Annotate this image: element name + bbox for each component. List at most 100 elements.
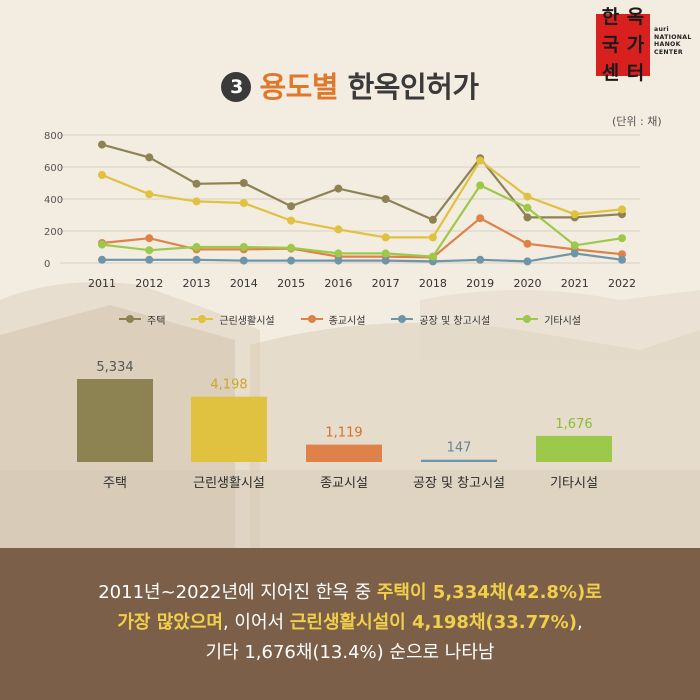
data-point [145, 190, 154, 199]
summary-text: 2011년~2022년에 지어진 한옥 중 주택이 5,334채(42.8%)로… [0, 578, 700, 668]
series-line [101, 158, 623, 239]
y-tick-label: 600 [44, 163, 63, 174]
legend-item: 종교시설 [300, 309, 366, 329]
x-tick-label: 2013 [183, 277, 211, 290]
y-tick-label: 400 [44, 195, 63, 206]
bar [306, 444, 382, 462]
page-title: 3 용도별 한옥인허가 [0, 64, 700, 106]
summary-text-part: , 이어서 [222, 612, 290, 633]
data-point [287, 216, 296, 225]
logo-line: HANOK [654, 41, 681, 48]
data-point [570, 241, 579, 250]
data-point [570, 249, 579, 258]
legend-label: 근린생활시설 [219, 315, 275, 327]
logo-line: CENTER [654, 48, 683, 56]
data-point [192, 243, 201, 251]
data-point [381, 233, 390, 242]
chart-legend: 주택 근린생활시설 종교시설 공장 및 창고시설 기타시설 [0, 309, 700, 329]
data-point [428, 233, 437, 242]
data-point [287, 243, 296, 252]
logo-char: 센 [601, 62, 620, 84]
data-point [145, 153, 154, 162]
bar-category-label: 공장 및 창고시설 [413, 476, 505, 491]
logo-line: auri [654, 26, 669, 33]
data-point [239, 243, 248, 251]
data-point [334, 184, 343, 193]
series-line [101, 143, 623, 222]
data-point [618, 205, 626, 214]
summary-line-1: 2011년~2022년에 지어진 한옥 중 주택이 5,334채(42.8%)로 [0, 578, 700, 608]
x-tick-label: 2017 [372, 277, 400, 290]
logo-char: 가 [626, 34, 645, 56]
data-point [98, 171, 106, 179]
x-tick-label: 2021 [561, 277, 589, 290]
data-point [523, 257, 532, 266]
logo-char: 터 [626, 62, 645, 84]
y-tick-label: 800 [44, 131, 63, 142]
section-number-badge: 3 [221, 72, 252, 102]
logo-char: 국 [601, 34, 620, 56]
series-line [102, 252, 623, 263]
data-point [476, 156, 485, 165]
bar [191, 396, 267, 462]
title-accent: 용도별 [259, 70, 339, 104]
bar [421, 459, 497, 462]
bar [536, 435, 612, 462]
x-tick-label: 2022 [608, 277, 636, 290]
hanok-roof-background [0, 282, 700, 548]
legend-item: 주택 [119, 309, 165, 329]
bar-category-label: 종교시설 [320, 476, 368, 491]
data-point [287, 202, 296, 211]
x-tick-label: 2014 [230, 277, 258, 290]
bar-chart: 5,334 주택 4,198 근린생활시설 1,119 종교시설 147 공장 및 창고시설 1… [77, 360, 612, 491]
data-point [334, 249, 343, 258]
x-tick-label: 2016 [324, 277, 352, 290]
title-text: 한옥인허가 [347, 70, 479, 104]
data-point [523, 203, 532, 212]
data-point [381, 195, 390, 203]
data-point [618, 234, 626, 243]
data-point [523, 213, 532, 222]
y-tick-label: 0 [44, 259, 50, 270]
bar-category-label: 근린생활시설 [193, 476, 265, 491]
legend-swatch [516, 314, 539, 324]
data-point [145, 234, 154, 243]
summary-highlight: 근린생활시설이 4,198채(33.77%) [289, 612, 577, 633]
summary-line-3: 기타 1,676채(13.4%) 순으로 나타남 [205, 642, 495, 663]
data-point [98, 255, 106, 264]
data-point [523, 239, 532, 248]
logo-wordmark: auri NATIONAL HANOK CENTER [654, 26, 694, 56]
data-point [98, 140, 106, 149]
x-tick-label: 2012 [135, 277, 163, 290]
legend-item: 공장 및 창고시설 [391, 309, 490, 329]
data-point [334, 225, 343, 234]
unit-label: (단위 : 채) [612, 115, 662, 128]
x-tick-label: 2018 [419, 277, 447, 290]
data-point [476, 255, 485, 264]
logo-line: NATIONAL [654, 33, 692, 41]
bar-category-label: 기타시설 [550, 476, 598, 491]
summary-highlight: 가장 많았으며 [117, 612, 223, 633]
line-chart: 0 200 400 600 800 2011 2012 2013 2014 2015 2016 201… [44, 131, 640, 290]
data-point [570, 210, 579, 219]
data-point [381, 249, 390, 258]
national-hanok-center-logo: 한 옥 국 가 센 터 auri NATIONAL HANOK CENTER [596, 6, 691, 84]
summary-line-2: 가장 많았으며, 이어서 근린생활시설이 4,198채(33.77%), [0, 608, 700, 638]
summary-footer: 2011년~2022년에 지어진 한옥 중 주택이 5,334채(42.8%)로… [0, 548, 700, 700]
data-point [523, 192, 532, 201]
series-line [101, 183, 623, 258]
legend-swatch [119, 314, 141, 324]
data-point [618, 250, 626, 259]
x-tick-label: 2015 [277, 277, 305, 290]
bar-value-label: 1,119 [325, 426, 362, 441]
data-point [239, 256, 248, 265]
data-point [192, 179, 201, 188]
logo-char: 옥 [626, 6, 645, 28]
legend-item: 기타시설 [516, 309, 581, 329]
x-tick-label: 2020 [513, 277, 541, 290]
data-point [98, 240, 106, 249]
data-point [618, 255, 626, 264]
legend-swatch [300, 314, 323, 324]
legend-label: 종교시설 [328, 315, 366, 327]
summary-text-part: 2011년~2022년에 지어진 한옥 중 [98, 582, 377, 603]
